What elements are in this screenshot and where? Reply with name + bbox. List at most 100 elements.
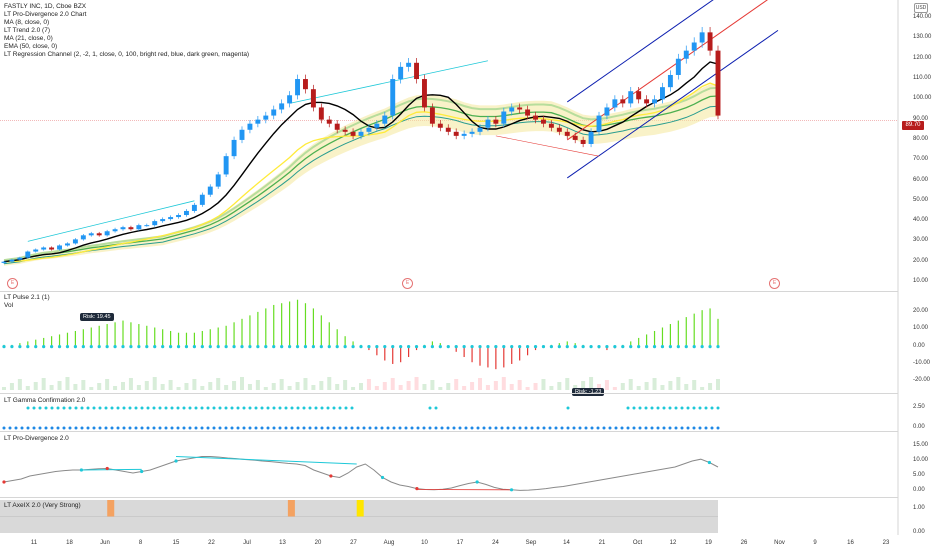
candle-body <box>104 231 110 236</box>
earnings-badge-1[interactable]: E <box>7 278 18 289</box>
legend-ema50[interactable]: EMA (50, close, 0) <box>4 43 58 50</box>
vol-legend-title[interactable]: Vol <box>4 302 14 309</box>
prodiv-legend-title[interactable]: LT Pro-Divergence 2.0 <box>4 435 69 442</box>
gamma-dot-base <box>650 426 654 430</box>
pulse-zero-dot <box>676 345 680 349</box>
candle-body <box>57 245 62 250</box>
gamma-dot-base <box>14 426 18 430</box>
x-axis-tick: 17 <box>456 540 464 546</box>
volume-bar <box>509 384 514 390</box>
earnings-badge-2[interactable]: E <box>402 278 413 289</box>
gamma-dot-base <box>398 426 402 430</box>
volume-bar <box>398 385 403 390</box>
gamma-dot-base <box>662 426 666 430</box>
candle-body <box>191 204 197 211</box>
gamma-dot-base <box>470 426 474 430</box>
gamma-dot-base <box>596 426 600 430</box>
candle-body <box>382 115 388 124</box>
gamma-legend-title[interactable]: LT Gamma Confirmation 2.0 <box>4 397 86 404</box>
volume-bar <box>192 379 197 390</box>
candle-body <box>223 156 229 175</box>
volume-bar <box>438 387 443 390</box>
candle-body <box>564 131 570 136</box>
candle-body <box>176 215 181 218</box>
candle-body <box>160 219 166 222</box>
price-axis-tick: 20.00 <box>913 257 929 264</box>
volume-bar <box>700 387 705 390</box>
volume-bar <box>33 382 38 390</box>
trend-band <box>4 83 718 266</box>
gamma-dot-upper <box>26 406 30 410</box>
candle-body <box>715 50 721 116</box>
gamma-dot-upper <box>170 406 174 410</box>
legend-regression[interactable]: LT Regression Channel (2, -2, 1, close, … <box>4 51 250 58</box>
candle-body <box>184 210 189 216</box>
volume-bar <box>184 383 189 390</box>
x-axis-tick: 16 <box>847 540 854 546</box>
gamma-dot-upper <box>206 406 210 410</box>
legend-ma8[interactable]: MA (8, close, 0) <box>4 19 50 26</box>
pulse-zero-dot <box>303 345 308 349</box>
candle-body <box>168 217 174 220</box>
prodiv-marker <box>415 487 419 491</box>
candle-body <box>128 227 134 230</box>
gamma-dot-upper <box>680 406 684 410</box>
gamma-dot-upper <box>146 406 150 410</box>
gamma-dot-base <box>560 426 564 430</box>
candle-body <box>49 247 55 250</box>
currency-button[interactable]: USD <box>914 3 928 13</box>
axeix-legend-title[interactable]: LT AxeIX 2.0 (Very Strong) <box>4 502 81 509</box>
candle-body <box>215 174 221 187</box>
gamma-dot-base <box>296 426 300 430</box>
gamma-dot-upper <box>164 406 168 410</box>
x-axis-tick: Jul <box>243 540 251 546</box>
gamma-dot-base <box>2 426 6 430</box>
candle-body <box>334 123 340 130</box>
gamma-dot-upper <box>698 406 702 410</box>
legend-indicator-chart[interactable]: LT Pro-Divergence 2.0 Chart <box>4 11 87 18</box>
price-axis-tick: 90.00 <box>913 115 929 122</box>
gamma-dot-upper <box>68 406 72 410</box>
gamma-dot-upper <box>50 406 54 410</box>
gamma-dot-upper <box>254 406 258 410</box>
legend-ma21[interactable]: MA (21, close, 0) <box>4 35 53 42</box>
gamma-dot-base <box>614 426 618 430</box>
price-axis-tick: 30.00 <box>913 237 929 244</box>
gamma-dot-base <box>632 426 636 430</box>
pulse-zero-dot <box>422 345 427 349</box>
pulse-legend-title[interactable]: LT Pulse 2.1 (1) <box>4 294 50 301</box>
earnings-badge-3[interactable]: E <box>769 278 780 289</box>
divergence-line-2 <box>289 60 489 104</box>
candle-body <box>88 233 94 236</box>
gamma-dot-base <box>452 426 456 430</box>
candle-body <box>414 62 419 80</box>
candle-body <box>707 32 713 51</box>
pulse-zero-dot <box>327 345 331 349</box>
gamma-dot-upper <box>32 406 36 410</box>
gamma-dot-base <box>572 426 576 430</box>
legend-symbol[interactable]: FASTLY INC, 1D, Cboe BZX <box>4 3 87 10</box>
gamma-dot-base <box>44 426 48 430</box>
gamma-dot-base <box>416 426 420 430</box>
gamma-dot-upper <box>344 406 348 410</box>
pulse-zero-dot <box>153 345 157 349</box>
gamma-dot-base <box>674 426 678 430</box>
gamma-dot-base <box>680 426 684 430</box>
gamma-dot-base <box>248 426 252 430</box>
volume-bar <box>327 377 332 390</box>
gamma-dot-upper <box>56 406 60 410</box>
x-axis-tick: 18 <box>66 540 73 546</box>
regression-upper <box>566 0 714 103</box>
x-axis-tick: Jun <box>100 540 110 546</box>
gamma-dot-base <box>500 426 504 430</box>
gamma-dot-upper <box>86 406 90 410</box>
pulse-zero-dot <box>438 345 442 349</box>
prodiv-marker <box>509 488 514 492</box>
gamma-dot-base <box>128 426 132 430</box>
gamma-dot-upper <box>182 406 186 410</box>
volume-bar <box>628 379 633 390</box>
volume-bar <box>25 386 30 390</box>
legend-trend[interactable]: LT Trend 2.0 (7) <box>4 27 51 34</box>
gamma-dot-upper <box>308 406 312 410</box>
